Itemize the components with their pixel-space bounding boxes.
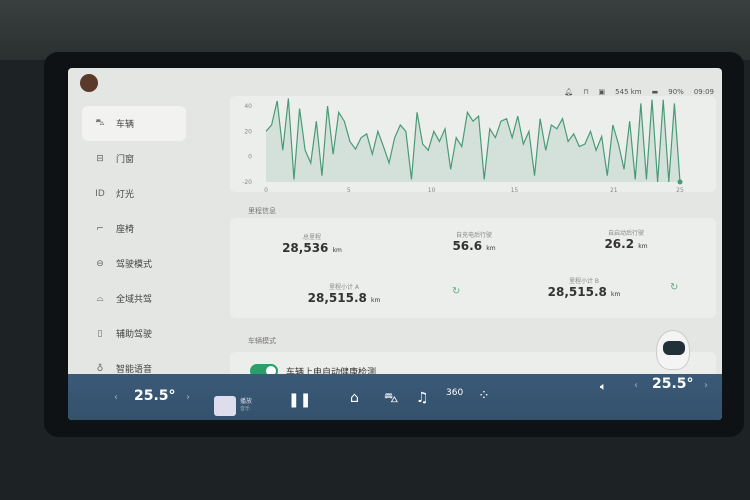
x-tick-label: 0 [264, 187, 268, 192]
volume-icon[interactable]: 🔈︎ [600, 380, 607, 393]
sidebar-item-label: 智能语音 [116, 365, 153, 375]
stat-label: 自启动后行驶 [607, 230, 644, 237]
sidebar-item-label: 灯光 [116, 190, 135, 200]
sidebar-item-label: 车辆 [116, 120, 135, 130]
reset-trip-b-button[interactable]: ↻ [670, 282, 679, 293]
assistant-robot-icon[interactable] [656, 330, 690, 370]
stat-trip-a: 里程小计 A 28,515.8 km [308, 282, 381, 305]
left-temp-down-button[interactable]: ‹ [114, 392, 118, 403]
co-drive-icon: ⌓ [96, 293, 104, 304]
y-tick-label: 20 [244, 128, 252, 135]
x-tick-label: 15 [511, 187, 519, 192]
stat-label: 里程小计 B [568, 278, 600, 285]
microphone-icon: ♁ [96, 363, 104, 374]
range-text: 545 km [615, 88, 642, 96]
health-check-label: 车辆上电自动健康检测 [286, 368, 377, 378]
media-subtitle: 音乐 [240, 406, 251, 412]
trip-card: 总里程 28,536 km 自充电后行驶 56.6 km 自启动后行驶 26.2 km… [230, 218, 716, 318]
background [0, 0, 750, 60]
y-tick-label: 0 [248, 154, 252, 161]
door-icon: ⊟ [96, 153, 104, 164]
series-area [266, 98, 680, 182]
stat-label: 自充电后行驶 [455, 232, 492, 239]
stat-label: 里程小计 A [328, 284, 360, 291]
x-tick-label: 5 [347, 187, 351, 192]
y-tick-label: 40 [244, 103, 252, 110]
sidebar-item-2[interactable]: ID 灯光 [82, 176, 186, 211]
y-tick-label: -20 [242, 179, 252, 186]
clock: 09:09 [693, 88, 714, 96]
sidebar-item-label: 全域共驾 [116, 295, 153, 305]
status-bar: 🔔︎ ⊓ ▣ 545 km ▬ 90% 09:09 [564, 88, 714, 96]
right-temp-up-button[interactable]: › [704, 380, 708, 391]
left-temp-up-button[interactable]: › [186, 392, 190, 403]
dock-bar: ‹ 25.5° › 播放 音乐 ❚❚ ⌂ ⛍ ♫ 360 ⁘ 🔈︎ ‹ 25.5… [68, 374, 722, 420]
stat-total: 总里程 28,536 km [282, 232, 342, 255]
car-icon[interactable]: ⛍ [384, 390, 399, 406]
media-title: 播放 [240, 398, 253, 405]
car-icon: ⛍ [95, 118, 105, 128]
assist-drive-icon: ▯ [97, 328, 103, 339]
series-line [265, 98, 681, 183]
stat-value: 28,536 km [282, 241, 342, 255]
sidebar-item-7[interactable]: ♁ 智能语音 [82, 351, 186, 386]
x-tick-label: 21 [610, 187, 618, 192]
reset-trip-a-button[interactable]: ↻ [452, 286, 461, 297]
drive-mode-icon: ⊖ [96, 258, 104, 269]
360-camera-icon[interactable]: 360 [446, 388, 464, 398]
section-label-trip: 里程信息 [248, 207, 276, 215]
sidebar-item-label: 辅助驾驶 [116, 330, 153, 340]
sidebar-item-3[interactable]: ⌐ 座椅 [82, 211, 186, 246]
x-tick-label: 10 [428, 187, 436, 192]
bell-icon: 🔔︎ [564, 88, 574, 96]
stat-trip-b: 里程小计 B 28,515.8 km [548, 276, 621, 299]
stat-value: 28,515.8 km [307, 291, 381, 305]
pause-icon[interactable]: ❚❚ [288, 392, 312, 408]
light-icon: ID [95, 188, 105, 199]
right-temp-down-button[interactable]: ‹ [634, 380, 638, 391]
stat-value: 56.6 km [452, 239, 496, 253]
stat-label: 总里程 [302, 234, 322, 241]
stat-since-charge: 自充电后行驶 56.6 km [452, 230, 495, 253]
sidebar-item-label: 驾驶模式 [116, 260, 153, 270]
seat-icon: ⌐ [96, 223, 104, 234]
music-icon[interactable]: ♫ [416, 390, 429, 406]
right-temp: 25.5° [652, 376, 694, 392]
sidebar-item-6[interactable]: ▯ 辅助驾驶 [82, 316, 186, 351]
home-icon[interactable]: ⌂ [350, 390, 359, 406]
current-point [677, 179, 683, 185]
lock-icon: ⊓ [583, 88, 589, 96]
sidebar: ⛍ 车辆 ⊟ 门窗 ID 灯光 ⌐ 座椅 ⊖ 驾驶模式 ⌓ 全域共驾 ▯ 辅助驾驶 ♁ 智能语音 [82, 106, 186, 386]
stat-since-start: 自启动后行驶 26.2 km [604, 228, 647, 251]
left-temp: 25.5° [134, 388, 176, 404]
avatar[interactable] [80, 74, 98, 92]
battery-text: 90% [668, 88, 684, 96]
section-label-mode: 车辆模式 [248, 337, 276, 345]
camera-icon: ▣ [598, 88, 606, 96]
sidebar-item-label: 门窗 [116, 155, 135, 165]
sidebar-item-5[interactable]: ⌓ 全域共驾 [82, 281, 186, 316]
album-art[interactable] [214, 396, 236, 416]
sidebar-item-4[interactable]: ⊖ 驾驶模式 [82, 246, 186, 281]
stat-value: 28,515.8 km [547, 285, 621, 299]
sidebar-item-1[interactable]: ⊟ 门窗 [82, 141, 186, 176]
screen: 🔔︎ ⊓ ▣ 545 km ▬ 90% 09:09 ⛍ 车辆 ⊟ 门窗 ID 灯光 ⌐ 座椅 ⊖… [68, 68, 722, 420]
sidebar-item-0[interactable]: ⛍ 车辆 [82, 106, 186, 141]
battery-icon: ▬ [651, 88, 659, 96]
sidebar-item-label: 座椅 [116, 225, 135, 235]
apps-grid-icon[interactable]: ⁘ [478, 388, 490, 404]
stat-value: 26.2 km [604, 237, 648, 251]
x-tick-label: 25 [676, 187, 684, 192]
